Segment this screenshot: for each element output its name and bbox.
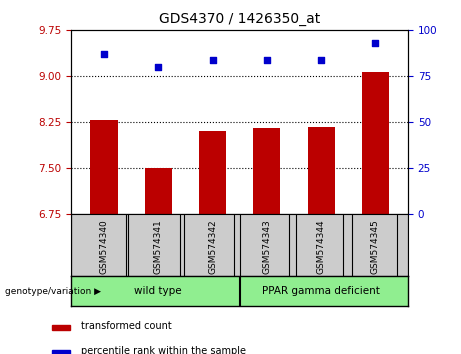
Bar: [52, 350, 70, 354]
Bar: [307, 127, 335, 214]
Text: GSM574340: GSM574340: [100, 219, 108, 274]
Point: [100, 51, 108, 57]
Text: PPAR gamma deficient: PPAR gamma deficient: [262, 286, 380, 296]
Text: GSM574343: GSM574343: [262, 219, 272, 274]
Point: [318, 57, 325, 62]
Point: [372, 40, 379, 46]
Bar: [253, 128, 280, 214]
Point: [154, 64, 162, 70]
Title: GDS4370 / 1426350_at: GDS4370 / 1426350_at: [159, 12, 320, 26]
Point: [263, 57, 271, 62]
Text: GSM574342: GSM574342: [208, 219, 217, 274]
Text: wild type: wild type: [135, 286, 182, 296]
Text: percentile rank within the sample: percentile rank within the sample: [81, 346, 246, 354]
Text: genotype/variation ▶: genotype/variation ▶: [5, 287, 100, 296]
Bar: [52, 325, 70, 330]
Bar: [90, 120, 118, 214]
Bar: [145, 168, 172, 214]
Text: GSM574341: GSM574341: [154, 219, 163, 274]
Text: GSM574344: GSM574344: [317, 219, 325, 274]
Text: GSM574345: GSM574345: [371, 219, 380, 274]
Bar: [199, 131, 226, 214]
Text: transformed count: transformed count: [81, 320, 171, 331]
Point: [209, 57, 216, 62]
Bar: [362, 73, 389, 214]
